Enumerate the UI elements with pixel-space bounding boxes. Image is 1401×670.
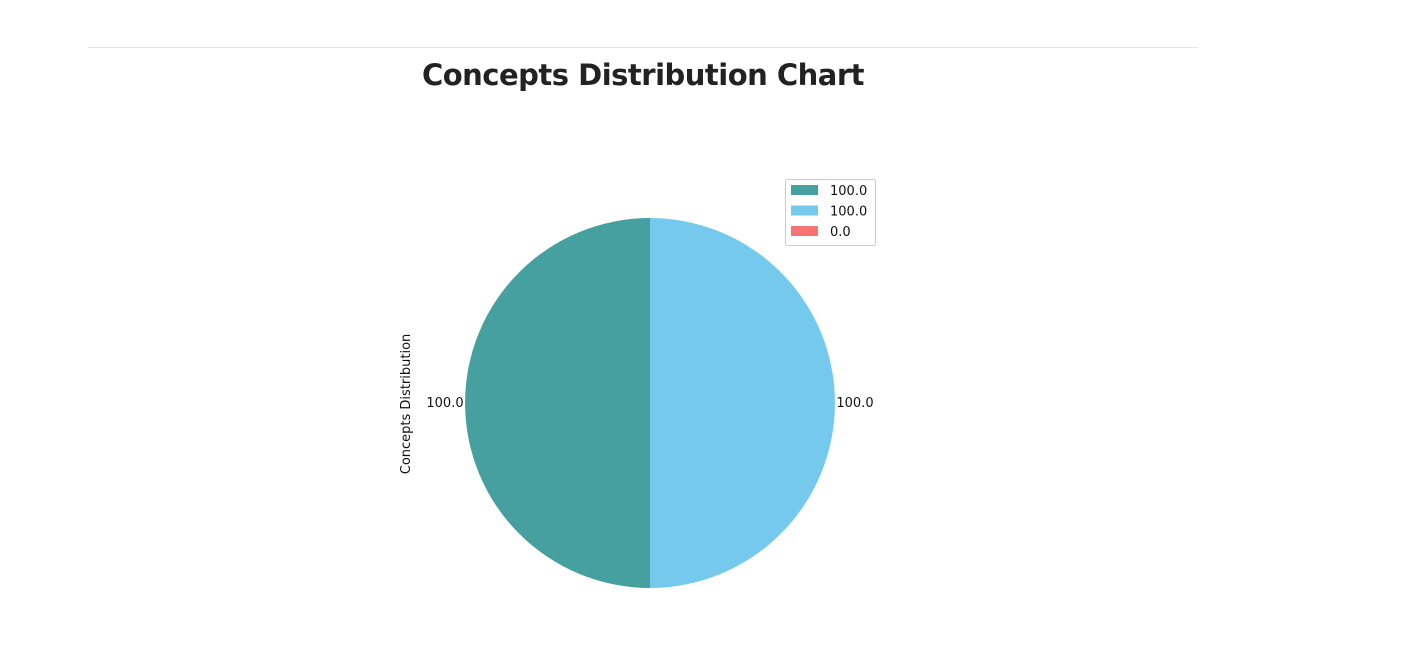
legend-swatch-2 xyxy=(791,205,818,216)
slice-label-2: 100.0 xyxy=(836,396,873,411)
top-divider xyxy=(88,47,1198,48)
legend: 100.0 100.0 0.0 xyxy=(785,179,876,246)
pie-slice-1 xyxy=(465,218,650,588)
y-axis-label: Concepts Distribution xyxy=(399,334,414,475)
pie-slice-2 xyxy=(650,218,835,588)
slice-label-1: 100.0 xyxy=(426,396,463,411)
legend-label-3: 0.0 xyxy=(830,225,851,240)
slice-labels: 100.0 100.0 xyxy=(426,396,873,411)
pie-slices xyxy=(465,218,835,588)
legend-label-2: 100.0 xyxy=(830,205,867,220)
legend-swatch-3 xyxy=(791,226,818,236)
legend-swatch-1 xyxy=(791,185,818,195)
page-title: Concepts Distribution Chart xyxy=(421,58,865,92)
legend-label-1: 100.0 xyxy=(830,184,867,199)
